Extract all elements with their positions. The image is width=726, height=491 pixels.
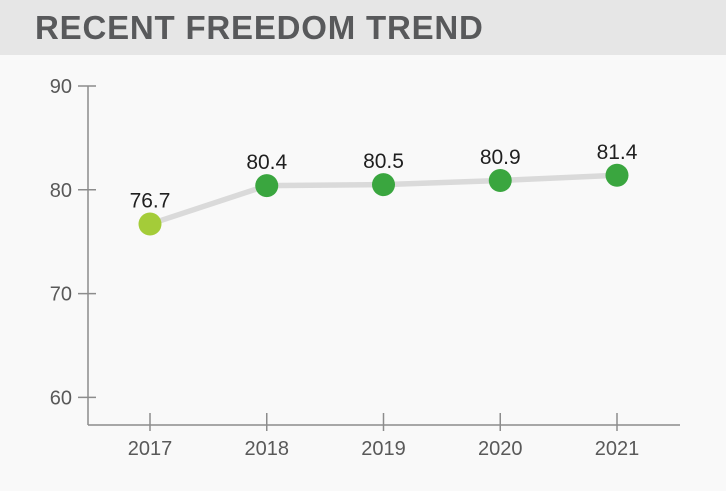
x-tick-label: 2020	[478, 438, 523, 460]
data-point	[605, 163, 629, 187]
y-tick-label: 70	[50, 284, 72, 306]
data-point-label: 80.9	[480, 146, 521, 169]
data-point-label: 80.4	[246, 151, 287, 174]
chart-title-bar: RECENT FREEDOM TREND	[0, 0, 726, 55]
trend-chart: 90 80 70 60 2017 2018 2019 2020 2021 76.7 80.4 80.5…	[50, 76, 680, 460]
y-tick-label: 60	[50, 387, 72, 409]
x-tick-label: 2019	[361, 438, 406, 460]
data-point-label: 76.7	[130, 190, 171, 213]
x-tick-label: 2018	[245, 438, 290, 460]
trend-chart-area: 90 80 70 60 2017 2018 2019 2020 2021 76.7 80.4 80.5…	[0, 55, 726, 486]
data-point	[138, 212, 162, 236]
x-tick-label: 2017	[128, 438, 173, 460]
data-point-label: 81.4	[597, 141, 638, 164]
y-tick-label: 90	[50, 76, 72, 98]
data-point-label: 80.5	[363, 150, 404, 173]
data-point	[372, 173, 395, 197]
y-tick-label: 80	[50, 180, 72, 202]
x-tick-label: 2021	[595, 438, 640, 460]
data-point	[488, 168, 512, 192]
data-point	[255, 174, 279, 198]
chart-title: RECENT FREEDOM TREND	[35, 8, 484, 46]
